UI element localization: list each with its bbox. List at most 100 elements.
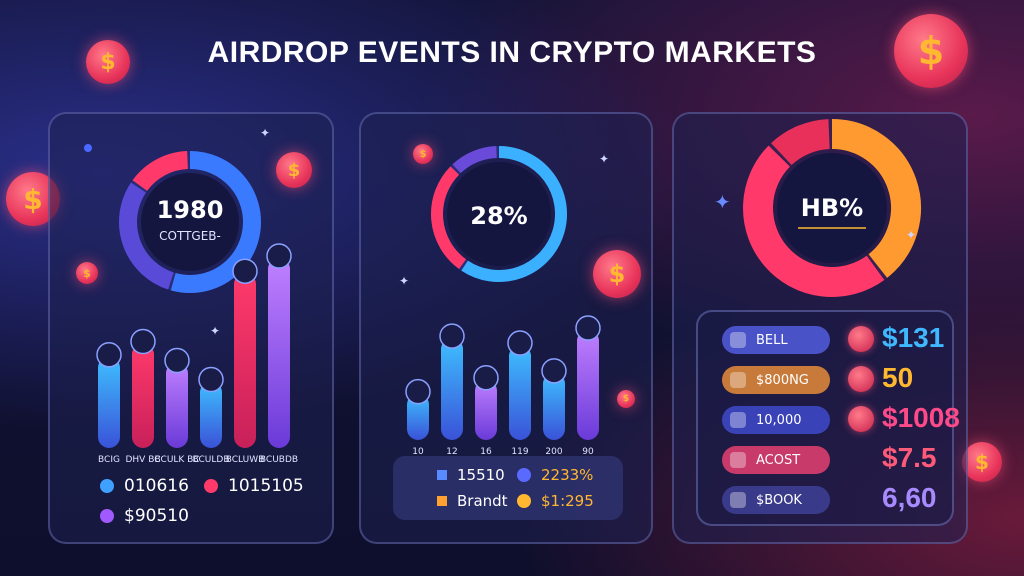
avatar-icon [439, 323, 465, 349]
legend-item: 010616 [100, 476, 189, 496]
donut-chart-2 [431, 146, 567, 282]
legend-item: 2233% [517, 466, 593, 484]
dollar-coin-icon: $ [76, 262, 98, 284]
bar-tick-label: 12 [446, 447, 457, 457]
bar-tick-label: BCIG [98, 455, 120, 465]
legend-label: 010616 [124, 476, 189, 496]
dollar-coin-icon: $ [593, 250, 641, 298]
bar-tick-label: BCULDB [192, 455, 229, 465]
avatar-icon [232, 258, 258, 284]
sparkle-icon: ✦ [260, 126, 271, 140]
row-value: 50 [882, 362, 914, 393]
bar [543, 372, 565, 440]
bar [407, 393, 429, 440]
dollar-coin-icon: $ [894, 14, 968, 88]
legend-label: $90510 [124, 506, 189, 526]
donut-1-label: COTTGEB- [159, 229, 221, 243]
dollar-coin-icon: $ [86, 40, 130, 84]
avatar-icon [473, 365, 499, 391]
avatar-icon [575, 315, 601, 341]
donut-slice-red [771, 119, 831, 166]
sparkle-dot [84, 144, 92, 152]
avatar-icon [164, 347, 190, 374]
table-row-label: ACOST [722, 446, 830, 474]
donut-chart-1 [119, 151, 261, 293]
legend-label: 15510 [457, 466, 505, 484]
bar [441, 338, 463, 440]
bar-tick-label: BCUBDB [260, 455, 298, 465]
avatar-icon [541, 358, 567, 384]
dollar-coin-icon [848, 406, 874, 432]
legend-swatch [437, 470, 447, 480]
table-row-label: $BOOK [722, 486, 830, 514]
bar [98, 356, 120, 448]
bar [268, 258, 290, 448]
bar-tick-label: 90 [582, 447, 594, 457]
bar-chart-2: 10 12 16 119 200 90 [405, 315, 601, 457]
donut-3-value: HB% [801, 194, 863, 222]
donut-slice-blue [170, 151, 261, 293]
panel-2-chart: 28% 10 12 16 119 200 90 [405, 146, 601, 457]
dollar-coin-icon: $ [276, 152, 312, 188]
bar-tick-label: 16 [480, 447, 492, 457]
panel-3-chart: HB% [743, 119, 921, 297]
legend-swatch [437, 496, 447, 506]
row-label: ACOST [756, 452, 801, 468]
row-label: $800NG [756, 372, 809, 388]
row-value: 6,60 [882, 482, 937, 513]
avatar-icon [507, 330, 533, 356]
legend-dot [100, 479, 114, 493]
sparkle-icon: ✦ [714, 190, 731, 214]
bar [509, 345, 531, 440]
bar-tick-label: 119 [511, 447, 528, 457]
bar-tick-label: BCLUWB [226, 455, 265, 465]
bar [577, 330, 599, 440]
bar [166, 362, 188, 448]
panel-airdrop-rewards: HB% ✦ ✦ BELL $131 $800NG 50 10,000 $1008… [672, 112, 968, 544]
table-row-label: BELL [722, 326, 830, 354]
bar-tick-label: 200 [545, 447, 562, 457]
donut-center [777, 153, 887, 263]
token-icon [730, 452, 746, 468]
page-title: AIRDROP EVENTS IN CRYPTO MARKETS [207, 36, 817, 69]
rewards-table: BELL $131 $800NG 50 10,000 $1008 ACOST $… [696, 310, 960, 526]
donut-center [141, 173, 239, 271]
avatar-icon [96, 342, 122, 368]
sparkle-icon: ✦ [399, 274, 410, 288]
avatar-icon [198, 366, 224, 393]
legend-item: 1015105 [204, 476, 304, 496]
row-value: $1008 [882, 402, 960, 433]
legend-item: $1:295 [517, 492, 594, 510]
bar-tick-label: BCULK BC [155, 455, 200, 465]
bar [234, 273, 256, 448]
dollar-coin-icon: $ [413, 144, 433, 164]
token-icon [730, 372, 746, 388]
legend-label: 2233% [541, 466, 594, 484]
sparkle-icon: ✦ [210, 324, 221, 338]
bar [132, 343, 154, 448]
avatar-icon [130, 328, 156, 355]
avatar-icon [848, 326, 874, 352]
token-icon [730, 412, 746, 428]
legend-item: $90510 [100, 506, 189, 526]
donut-slice-orange [831, 119, 921, 278]
sparkle-icon: ✦ [599, 152, 610, 166]
sparkle-icon: ✦ [906, 228, 917, 242]
legend-label: 1015105 [228, 476, 304, 496]
bar [475, 379, 497, 440]
row-value: $7.5 [882, 442, 937, 473]
legend-item: Brandt [437, 492, 508, 510]
panel-airdrop-share: 28% 10 12 16 119 200 90 $ $ $ ✦ ✦ 15510 2233%… [359, 112, 653, 544]
dollar-coin-icon: $ [962, 442, 1002, 482]
panel-airdrop-volume: 1980 COTTGEB- BCIG DHV BC BCULK BC BCULDB BC… [48, 112, 334, 544]
table-row-label: $800NG [722, 366, 830, 394]
legend-box: 15510 2233% Brandt $1:295 [393, 456, 623, 520]
row-label: $BOOK [756, 492, 802, 508]
row-label: BELL [756, 332, 788, 348]
token-icon [730, 332, 746, 348]
dollar-coin-icon: $ [617, 390, 635, 408]
donut-slice-pink [431, 166, 467, 270]
donut-center [447, 162, 551, 266]
